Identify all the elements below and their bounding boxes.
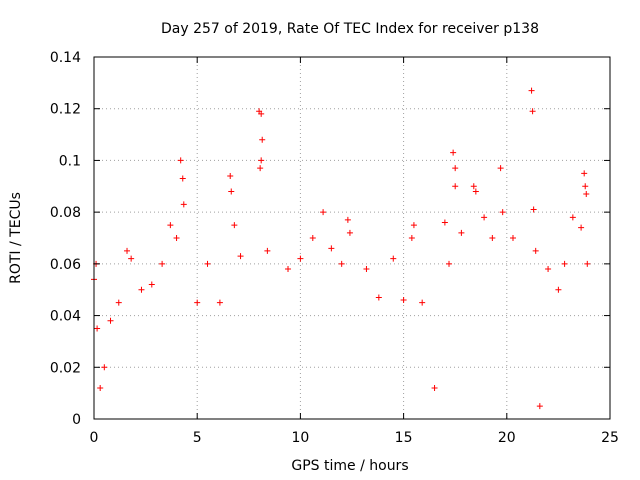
y-tick-label: 0.14 xyxy=(50,50,81,66)
x-tick-label: 15 xyxy=(395,430,413,446)
y-tick-label: 0 xyxy=(72,412,81,428)
data-point xyxy=(180,201,187,208)
data-point xyxy=(285,266,292,273)
data-points xyxy=(91,87,591,410)
data-point xyxy=(509,235,516,241)
data-point xyxy=(472,188,479,195)
data-point xyxy=(94,325,101,332)
data-point xyxy=(297,255,304,262)
data-point xyxy=(481,214,488,221)
data-point xyxy=(390,255,397,262)
data-point xyxy=(408,235,415,241)
x-tick-label: 20 xyxy=(498,430,516,446)
data-point xyxy=(159,260,166,267)
data-point xyxy=(452,165,459,172)
data-point xyxy=(194,299,201,306)
data-point xyxy=(258,110,265,117)
data-point xyxy=(400,297,407,304)
data-point xyxy=(259,136,266,143)
data-point xyxy=(344,216,351,223)
data-point xyxy=(583,191,590,198)
data-point xyxy=(227,172,234,179)
data-point xyxy=(530,206,537,213)
data-point xyxy=(441,219,448,226)
data-point xyxy=(528,87,535,94)
data-point xyxy=(458,229,465,236)
data-point xyxy=(148,281,155,288)
data-point xyxy=(536,403,543,410)
data-point xyxy=(446,260,453,267)
data-point xyxy=(128,255,135,262)
axis-ticks xyxy=(93,56,611,420)
y-tick-label: 0.1 xyxy=(59,153,81,169)
data-point xyxy=(578,224,585,231)
data-point xyxy=(470,183,477,190)
data-point xyxy=(452,183,459,190)
data-point xyxy=(173,235,180,241)
data-point xyxy=(167,222,174,229)
data-point xyxy=(532,247,539,254)
data-point xyxy=(545,266,552,273)
data-point xyxy=(431,384,438,391)
y-tick-label: 0.12 xyxy=(50,102,81,118)
data-point xyxy=(363,266,370,273)
data-point xyxy=(569,214,576,221)
data-point xyxy=(450,149,457,156)
data-point xyxy=(97,384,104,391)
data-point xyxy=(499,209,506,216)
data-point xyxy=(264,247,271,254)
x-tick-label: 0 xyxy=(90,430,99,446)
data-point xyxy=(584,260,591,267)
data-point xyxy=(555,286,562,293)
data-point xyxy=(107,317,114,324)
x-tick-label: 5 xyxy=(193,430,202,446)
data-point xyxy=(338,260,345,267)
data-point xyxy=(581,170,588,177)
data-point xyxy=(375,294,382,301)
y-tick-label: 0.08 xyxy=(50,205,81,221)
data-point xyxy=(216,299,223,306)
y-tick-label: 0.02 xyxy=(50,360,81,376)
data-point xyxy=(258,157,265,164)
y-axis-label: ROTI / TECUs xyxy=(8,192,24,284)
plot-frame xyxy=(93,56,611,420)
data-point xyxy=(115,299,122,306)
y-tick-label: 0.06 xyxy=(50,257,81,273)
data-point xyxy=(561,260,568,267)
data-point xyxy=(328,245,335,252)
data-point xyxy=(489,235,496,241)
data-point xyxy=(257,165,264,172)
data-point xyxy=(101,364,108,371)
data-point xyxy=(177,157,184,164)
data-point xyxy=(529,108,536,115)
data-point xyxy=(320,209,327,216)
data-point xyxy=(204,260,211,267)
data-point xyxy=(346,229,353,236)
data-point xyxy=(237,253,244,260)
x-tick-labels: 0 5 10 15 20 25 xyxy=(90,430,619,446)
data-point xyxy=(582,183,589,190)
y-tick-label: 0.04 xyxy=(50,309,81,325)
data-point xyxy=(228,188,235,195)
x-axis-label: GPS time / hours xyxy=(291,458,408,474)
grid-lines xyxy=(94,57,610,419)
x-tick-label: 25 xyxy=(601,430,619,446)
data-point xyxy=(419,299,426,306)
data-point xyxy=(231,222,238,229)
data-point xyxy=(497,165,504,172)
x-tick-label: 10 xyxy=(291,430,309,446)
data-point xyxy=(179,175,186,182)
data-point xyxy=(410,222,417,229)
data-point xyxy=(138,286,145,293)
data-point xyxy=(124,247,131,254)
y-tick-labels: 0 0.02 0.04 0.06 0.08 0.1 0.12 0.14 xyxy=(50,50,81,428)
chart-title: Day 257 of 2019, Rate Of TEC Index for r… xyxy=(161,21,539,37)
data-point xyxy=(309,235,316,241)
